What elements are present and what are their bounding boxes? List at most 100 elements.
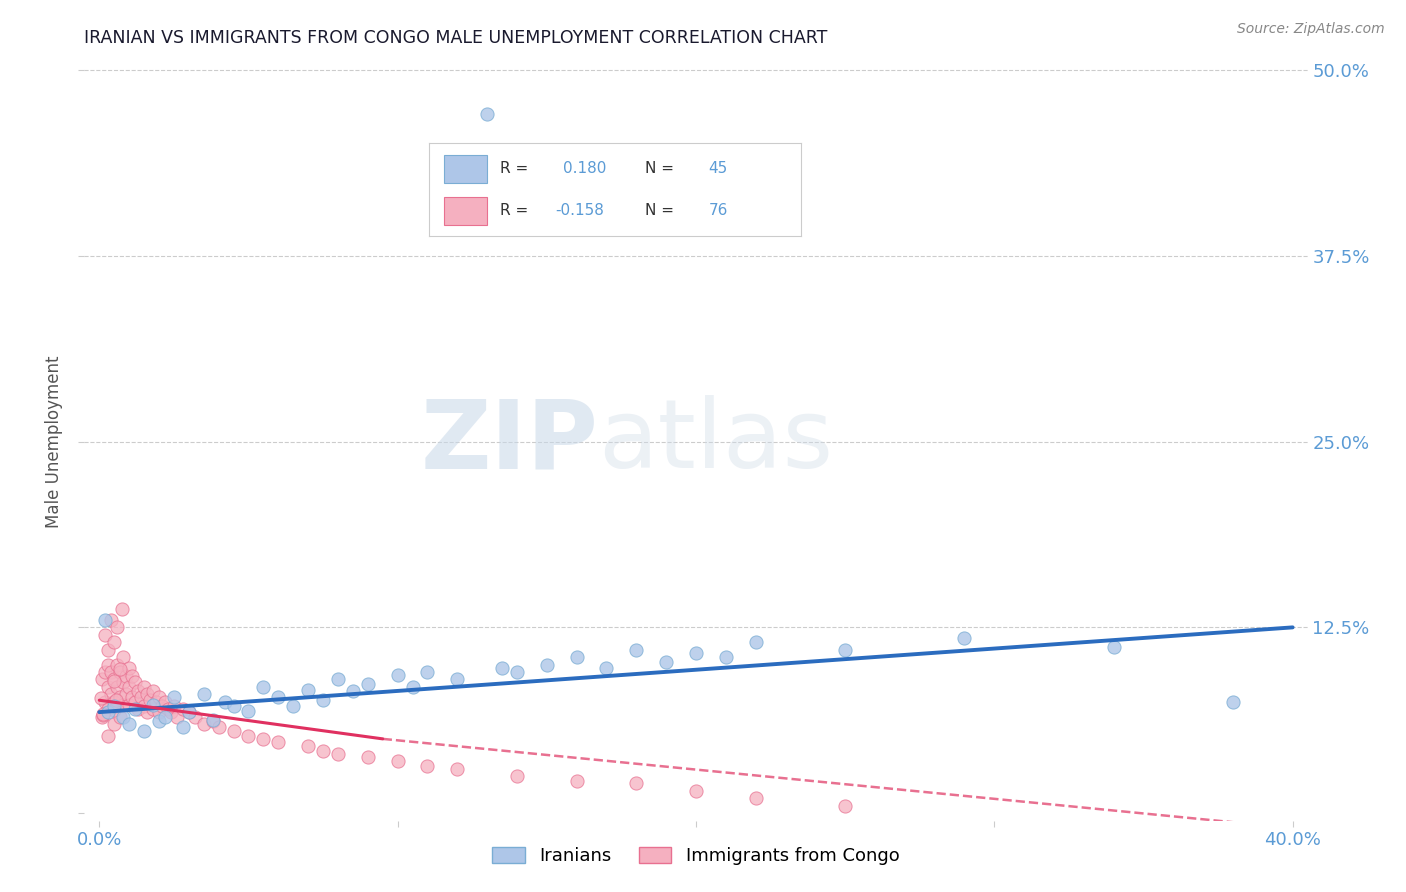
Point (136, 687, 159, 701)
Point (163, 690, 186, 705)
Point (626, 776, 648, 790)
Point (94, 695, 117, 709)
Text: ZIP: ZIP (420, 395, 598, 488)
Point (714, 650, 737, 665)
Point (655, 655, 678, 669)
Point (150, 699, 173, 714)
Point (267, 735, 290, 749)
Point (1222, 695, 1244, 709)
Point (103, 673, 125, 687)
Point (267, 690, 290, 705)
Point (142, 702, 165, 716)
Text: N =: N = (645, 161, 673, 176)
Point (108, 690, 131, 705)
Point (129, 690, 152, 705)
Point (475, 107, 498, 121)
Point (177, 705, 200, 719)
Point (172, 720, 194, 734)
Point (342, 684, 364, 698)
Point (103, 703, 125, 717)
Point (172, 702, 194, 716)
Point (118, 698, 141, 712)
Text: Source: ZipAtlas.com: Source: ZipAtlas.com (1237, 22, 1385, 37)
Point (326, 747, 349, 761)
Point (100, 687, 122, 701)
Point (142, 684, 165, 698)
Point (121, 690, 143, 705)
Point (91, 673, 114, 687)
Point (97, 680, 120, 694)
Text: 45: 45 (709, 161, 727, 176)
Point (118, 717, 141, 731)
Point (90, 691, 112, 706)
Point (103, 635, 125, 649)
Text: atlas: atlas (598, 395, 834, 488)
Point (193, 717, 215, 731)
Point (201, 713, 224, 727)
Point (115, 687, 138, 701)
Point (201, 714, 224, 728)
Text: -0.158: -0.158 (555, 202, 605, 218)
Point (132, 724, 155, 739)
Point (536, 657, 558, 672)
Point (127, 702, 149, 716)
Point (177, 705, 200, 719)
Point (184, 709, 207, 723)
Point (834, 642, 856, 657)
Point (506, 769, 529, 783)
Point (326, 673, 349, 687)
Point (565, 773, 588, 788)
Point (222, 724, 245, 739)
Point (105, 693, 128, 707)
Point (148, 705, 170, 719)
Point (238, 729, 260, 743)
Point (357, 677, 380, 691)
Point (416, 665, 439, 679)
Point (163, 699, 186, 714)
Point (103, 699, 125, 714)
Point (118, 660, 141, 674)
Point (416, 758, 439, 772)
Point (108, 709, 131, 723)
Point (387, 754, 409, 768)
Point (124, 675, 146, 690)
Legend: Iranians, Immigrants from Congo: Iranians, Immigrants from Congo (485, 839, 907, 872)
Point (105, 620, 128, 634)
Point (491, 660, 513, 674)
Point (312, 693, 335, 707)
Point (153, 695, 176, 709)
FancyBboxPatch shape (444, 155, 486, 183)
Point (156, 702, 179, 716)
Point (94, 613, 117, 627)
Point (252, 680, 274, 694)
Point (193, 687, 215, 701)
Point (132, 699, 155, 714)
Point (91, 709, 114, 723)
Point (834, 798, 856, 813)
Point (118, 680, 141, 694)
Point (626, 642, 648, 657)
Point (145, 695, 167, 709)
Point (142, 698, 165, 712)
Point (401, 680, 423, 694)
Point (297, 682, 319, 697)
Point (139, 693, 162, 707)
Point (312, 744, 335, 758)
Point (222, 699, 245, 714)
Text: IRANIAN VS IMMIGRANTS FROM CONGO MALE UNEMPLOYMENT CORRELATION CHART: IRANIAN VS IMMIGRANTS FROM CONGO MALE UN… (84, 29, 828, 47)
Point (115, 669, 138, 683)
Point (953, 631, 976, 645)
Point (565, 650, 588, 665)
Point (112, 675, 135, 690)
Point (685, 646, 707, 660)
Y-axis label: Male Unemployment: Male Unemployment (45, 355, 63, 528)
Point (94, 628, 117, 642)
Point (446, 673, 468, 687)
Point (160, 705, 183, 719)
Point (103, 717, 125, 731)
Point (148, 714, 170, 728)
Point (100, 665, 122, 679)
Point (105, 680, 128, 694)
Text: 0.180: 0.180 (562, 161, 606, 176)
Point (97, 702, 120, 716)
